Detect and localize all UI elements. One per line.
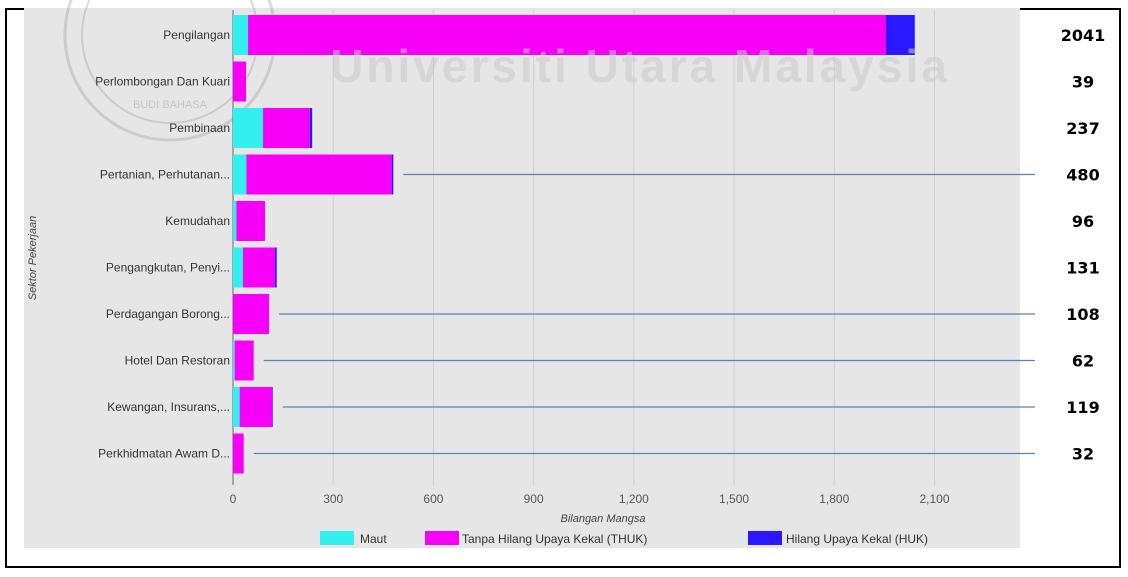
bar-segment bbox=[233, 387, 240, 427]
bar-segment bbox=[239, 387, 273, 427]
x-tick-label: 300 bbox=[323, 492, 343, 506]
total-label: 131 bbox=[1066, 259, 1099, 278]
category-label: Pengangkutan, Penyi... bbox=[106, 261, 230, 275]
bar-segment bbox=[243, 247, 276, 288]
legend-label: Maut bbox=[360, 532, 387, 546]
bar-segment bbox=[233, 201, 237, 241]
total-labels: 2041 39 237 480 96 131 108 62 119 32 bbox=[1061, 26, 1106, 464]
category-label: Kewangan, Insurans,... bbox=[107, 400, 230, 414]
legend-label: Tanpa Hilang Upaya Kekal (THUK) bbox=[462, 532, 647, 546]
legend-label: Hilang Upaya Kekal (HUK) bbox=[786, 532, 928, 546]
x-tick-label: 1,500 bbox=[719, 492, 749, 506]
chart-background bbox=[24, 8, 1020, 548]
category-label: Perlombongan Dan Kuari bbox=[95, 75, 230, 89]
total-label: 96 bbox=[1072, 212, 1094, 231]
bar-segment bbox=[248, 15, 887, 55]
total-label: 2041 bbox=[1061, 26, 1106, 45]
leader-lines bbox=[253, 173, 1035, 455]
watermark-seal-text: BUDI BAHASA bbox=[133, 99, 208, 111]
x-tick-label: 900 bbox=[524, 492, 544, 506]
bar-segment bbox=[233, 108, 264, 148]
bar-segment bbox=[275, 247, 277, 288]
x-tick-labels: 0 300 600 900 1,200 1,500 1,800 2,100 bbox=[230, 492, 950, 506]
category-label: Kemudahan bbox=[165, 214, 230, 228]
total-label: 62 bbox=[1072, 352, 1094, 371]
legend-swatch bbox=[425, 531, 459, 545]
y-axis-title: Sektor Pekerjaan bbox=[27, 216, 39, 300]
total-label: 119 bbox=[1066, 398, 1099, 417]
total-label: 108 bbox=[1066, 305, 1099, 324]
watermark-text: Universiti Utara Malaysia bbox=[330, 40, 950, 92]
bar-segment bbox=[886, 15, 915, 55]
bar-segment bbox=[309, 108, 313, 148]
bar-segment bbox=[236, 201, 266, 241]
x-tick-label: 1,200 bbox=[619, 492, 649, 506]
bar-segment bbox=[233, 154, 247, 195]
category-label: Perdagangan Borong... bbox=[106, 307, 230, 321]
x-axis-title: Bilangan Mangsa bbox=[560, 513, 645, 525]
bar-segment bbox=[234, 340, 254, 381]
x-tick-label: 600 bbox=[423, 492, 443, 506]
total-label: 32 bbox=[1072, 445, 1094, 464]
bar-segment bbox=[233, 61, 247, 102]
legend-swatch bbox=[748, 531, 782, 545]
x-tick-label: 2,100 bbox=[919, 492, 949, 506]
bar-segment bbox=[233, 433, 244, 474]
category-label: Perkhidmatan Awam D... bbox=[98, 447, 230, 461]
total-label: 480 bbox=[1066, 166, 1099, 185]
bar-segment bbox=[246, 154, 392, 195]
total-label: 39 bbox=[1072, 73, 1094, 92]
bar-segment bbox=[391, 154, 394, 195]
bar-segment bbox=[233, 340, 235, 381]
category-label: Hotel Dan Restoran bbox=[125, 354, 230, 368]
bar-segment bbox=[233, 15, 249, 55]
category-labels: Pengilangan Perlombongan Dan Kuari Pembina… bbox=[95, 28, 230, 461]
bar-segment bbox=[272, 387, 273, 427]
bar-segment bbox=[263, 108, 310, 148]
bar-segment bbox=[233, 294, 270, 334]
x-tick-label: 0 bbox=[230, 492, 237, 506]
category-label: Pembinaan bbox=[169, 121, 230, 135]
bar-segment bbox=[233, 247, 244, 288]
total-label: 237 bbox=[1066, 119, 1099, 138]
legend: Maut Tanpa Hilang Upaya Kekal (THUK) Hilan… bbox=[320, 531, 928, 546]
category-label: Pengilangan bbox=[163, 28, 230, 42]
category-label: Pertanian, Perhutanan... bbox=[100, 168, 230, 182]
legend-swatch bbox=[320, 531, 354, 545]
x-tick-label: 1,800 bbox=[819, 492, 849, 506]
bars bbox=[233, 15, 915, 474]
